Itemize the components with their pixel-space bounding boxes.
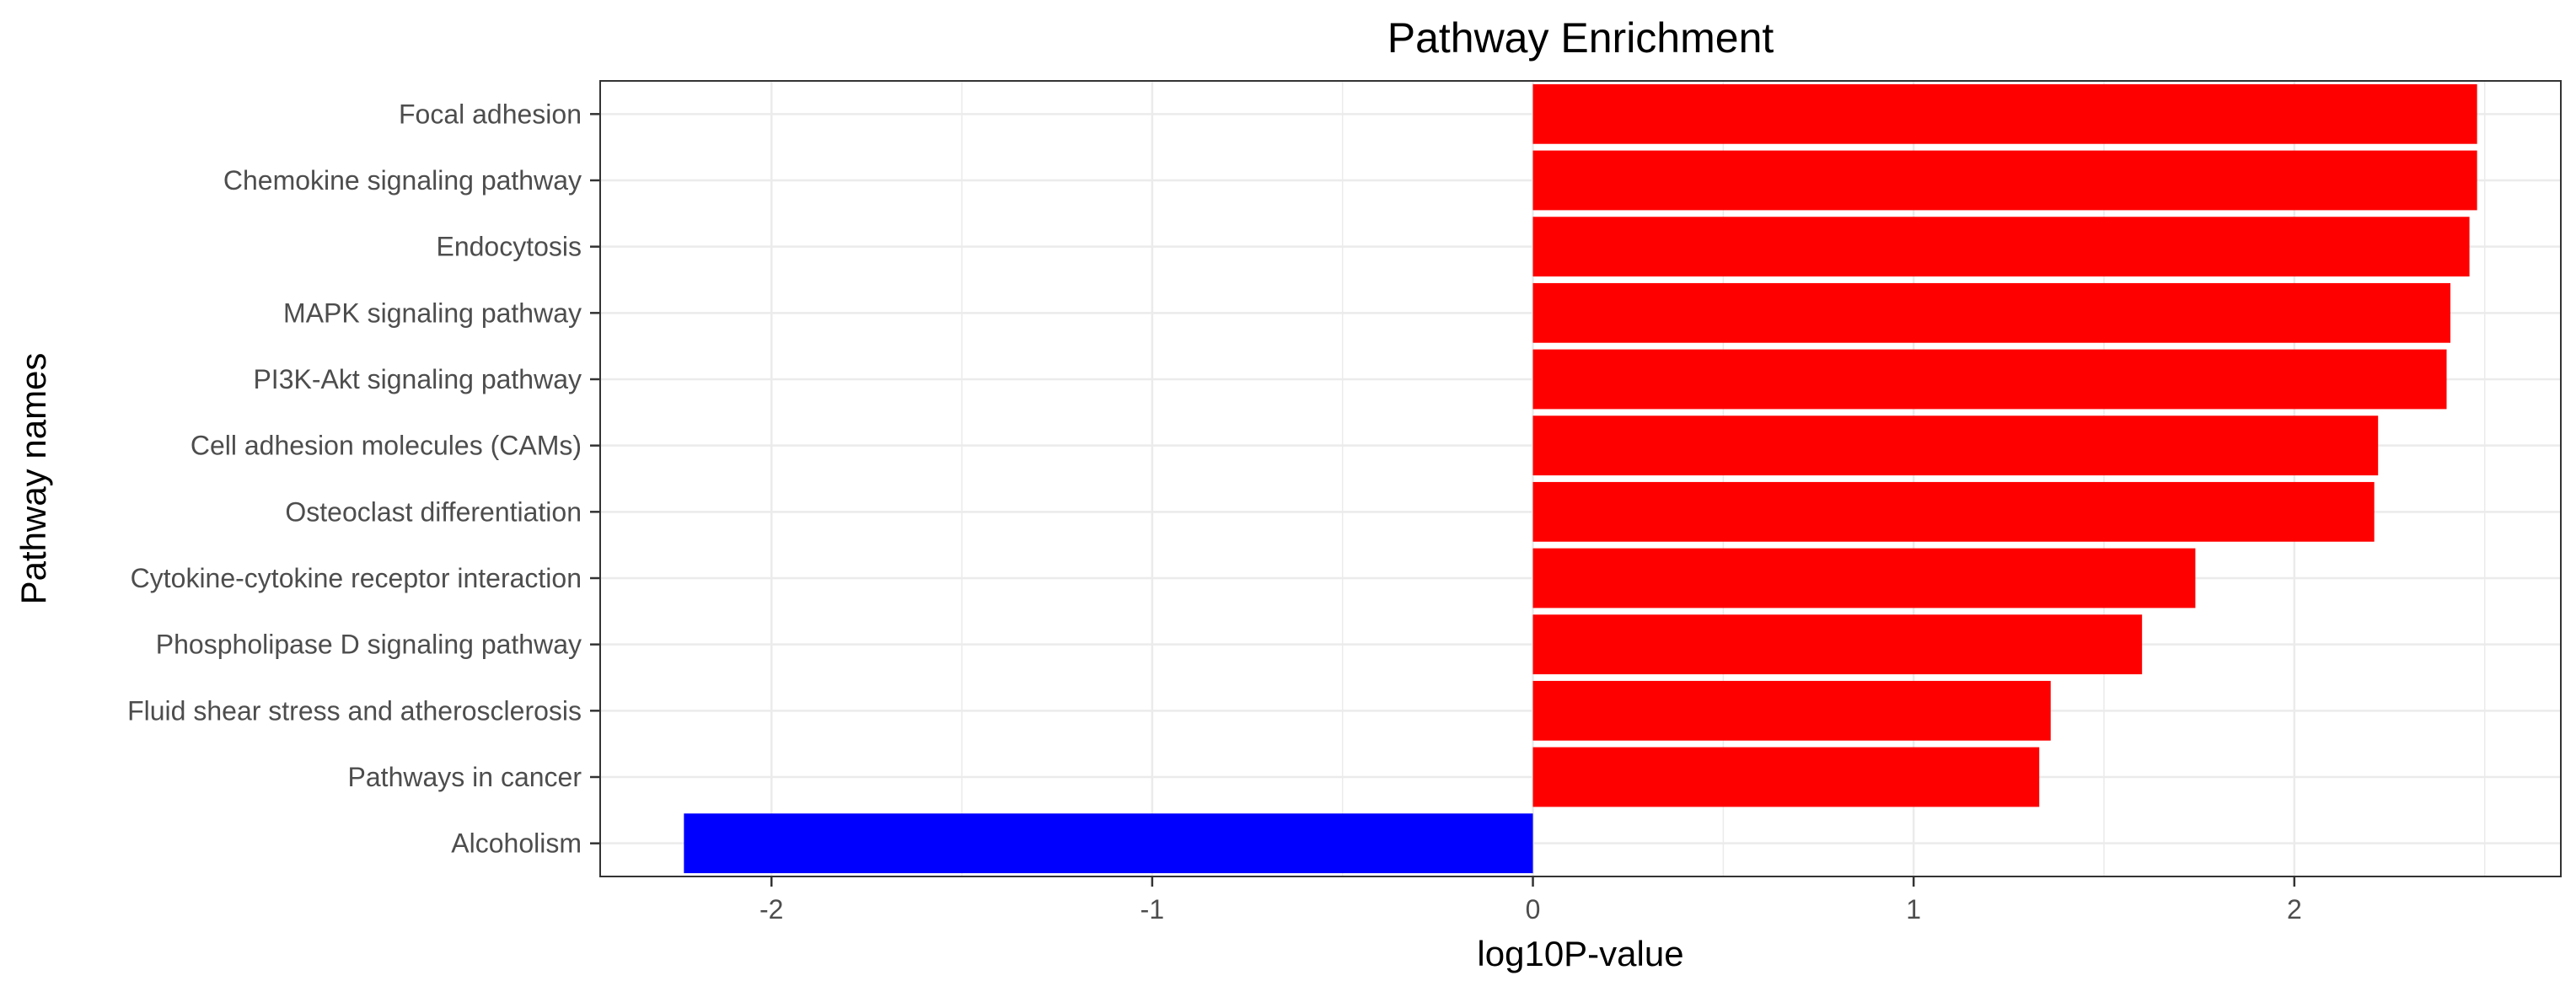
- bar-5: [1532, 349, 2447, 410]
- y-tick-label: Fluid shear stress and atherosclerosis: [127, 695, 582, 726]
- y-tick-label: Pathways in cancer: [348, 762, 582, 792]
- y-tick-label: Alcoholism: [451, 828, 582, 859]
- bar-10: [1532, 680, 2051, 741]
- bar-7: [1532, 481, 2375, 542]
- bar-4: [1532, 282, 2451, 343]
- panel-border: [599, 80, 2562, 877]
- y-axis-title: Pathway names: [13, 353, 53, 605]
- bar-11: [1532, 747, 2040, 807]
- x-axis: -2 -1 0 1 2: [759, 876, 2302, 925]
- y-tick-label: Osteoclast differentiation: [285, 496, 582, 527]
- bar-8: [1532, 548, 2196, 608]
- x-tick-label: -2: [759, 894, 783, 925]
- y-tick-label: Focal adhesion: [399, 99, 582, 129]
- y-tick-label: Endocytosis: [436, 232, 582, 262]
- y-axis: Focal adhesion Chemokine signaling pathwa…: [127, 99, 600, 859]
- bar-3: [1532, 217, 2470, 277]
- x-tick-label: 0: [1526, 894, 1541, 925]
- bar-9: [1532, 614, 2143, 675]
- chart-title: Pathway Enrichment: [1387, 14, 1774, 62]
- y-tick-label: MAPK signaling pathway: [283, 297, 582, 328]
- bars: [684, 83, 2477, 874]
- y-tick-label: Chemokine signaling pathway: [223, 165, 582, 196]
- x-tick-label: 2: [2287, 894, 2302, 925]
- y-tick-label: Phospholipase D signaling pathway: [156, 630, 582, 660]
- y-tick-label: Cytokine-cytokine receptor interaction: [131, 563, 582, 593]
- x-tick-label: -1: [1140, 894, 1164, 925]
- bar-12: [684, 813, 1533, 874]
- x-tick-label: 1: [1906, 894, 1921, 925]
- bar-6: [1532, 415, 2379, 476]
- bar-1: [1532, 83, 2477, 144]
- y-tick-label: PI3K-Akt signaling pathway: [253, 364, 582, 394]
- x-axis-title: log10P-value: [1477, 934, 1683, 973]
- bar-2: [1532, 150, 2477, 211]
- y-tick-label: Cell adhesion molecules (CAMs): [191, 431, 582, 461]
